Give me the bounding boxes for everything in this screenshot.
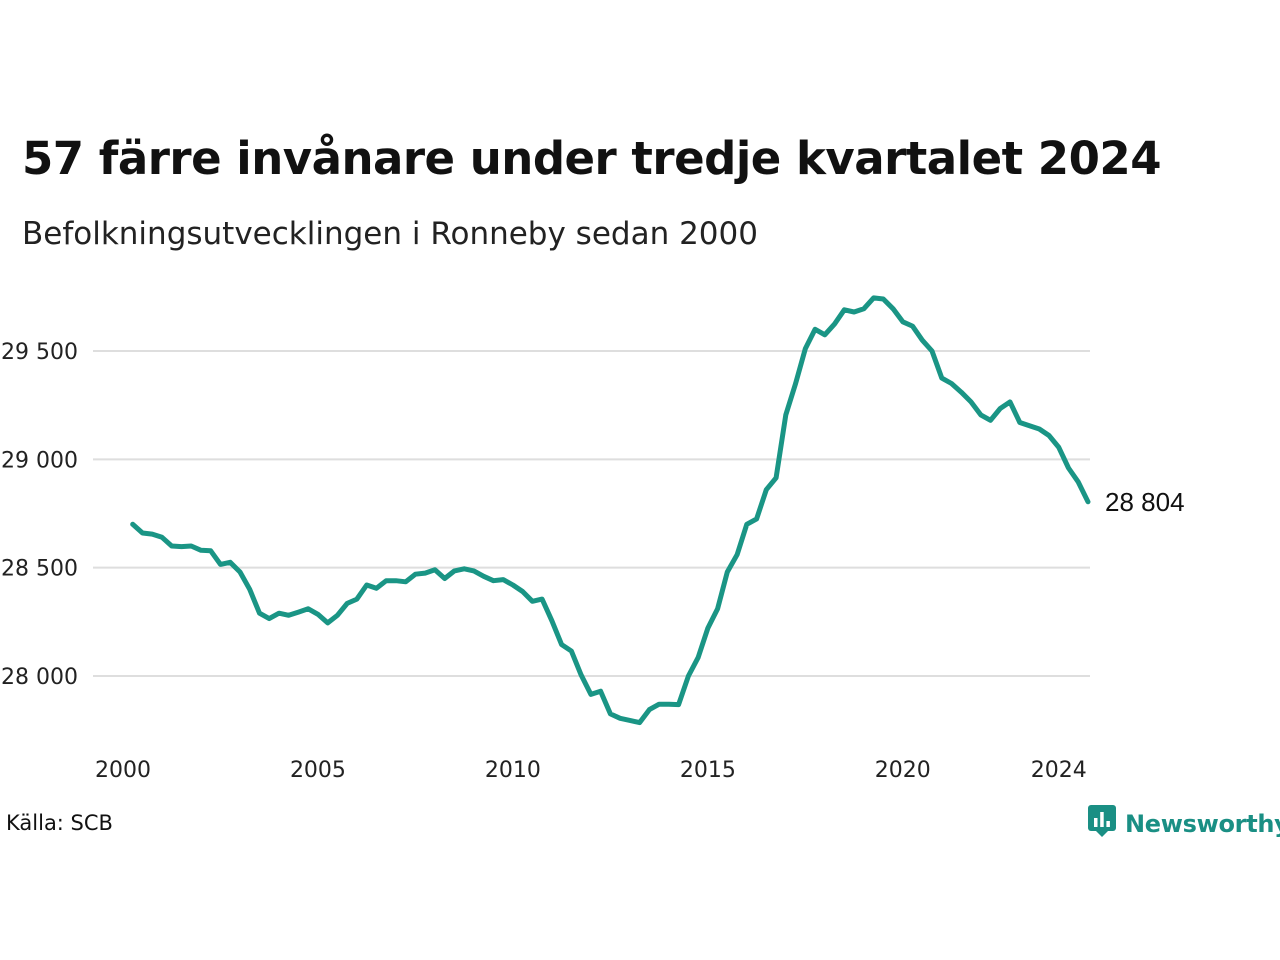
newsworthy-logo-text: Newsworthy bbox=[1125, 809, 1280, 838]
end-value-label: 28 804 bbox=[1105, 487, 1185, 517]
y-tick-label: 28 000 bbox=[1, 665, 78, 690]
y-tick-label: 29 500 bbox=[1, 340, 78, 365]
chart-title: 57 färre invånare under tredje kvartalet… bbox=[22, 132, 1162, 185]
y-tick-label: 28 500 bbox=[1, 557, 78, 582]
y-tick-label: 29 000 bbox=[1, 448, 78, 473]
population-line bbox=[130, 295, 1091, 726]
x-tick-label: 2010 bbox=[485, 758, 541, 783]
newsworthy-logo: Newsworthy bbox=[1087, 804, 1280, 843]
source-note: Källa: SCB bbox=[6, 811, 113, 835]
x-tick-label: 2005 bbox=[290, 758, 346, 783]
chart-subtitle: Befolkningsutvecklingen i Ronneby sedan … bbox=[22, 216, 758, 252]
x-tick-label: 2000 bbox=[95, 758, 151, 783]
newsworthy-logo-icon bbox=[1087, 804, 1117, 843]
x-tick-label: 2024 bbox=[1031, 758, 1087, 783]
x-tick-label: 2015 bbox=[680, 758, 736, 783]
x-tick-label: 2020 bbox=[875, 758, 931, 783]
